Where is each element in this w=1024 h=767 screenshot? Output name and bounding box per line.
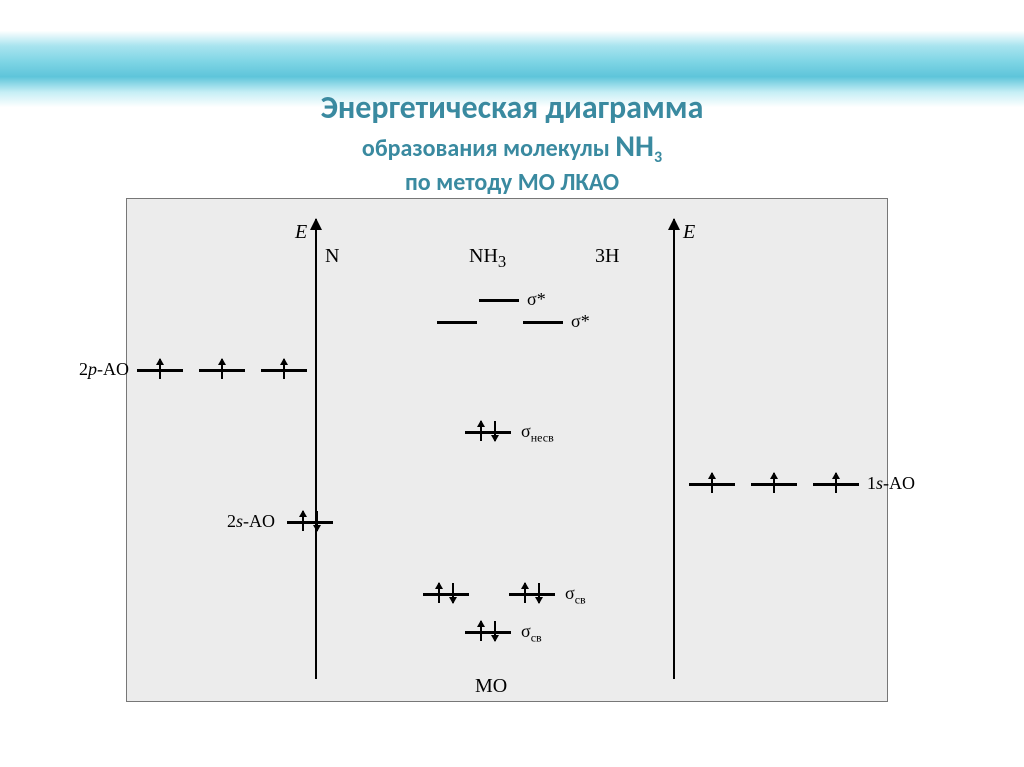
orbital-label-s1_ao: 1s-AO (867, 473, 915, 494)
level-sigma_star_pair-0 (437, 321, 477, 324)
electron-up-arrow (221, 359, 223, 379)
level-sigma_sv_pair-1 (509, 593, 555, 596)
orbital-label-sigma_sv_bottom: σсв (521, 621, 542, 646)
title-line1: Энергетическая диаграмма (0, 88, 1024, 128)
mo-bottom-label: MO (475, 675, 507, 698)
electron-up-arrow (773, 473, 775, 493)
level-s1_ao-0 (689, 483, 735, 486)
orbital-label-sigma_star_top: σ* (527, 289, 546, 310)
orbital-label-p2_ao: 2p-AO (79, 359, 129, 380)
electron-up-arrow (480, 621, 482, 641)
level-p2_ao-2 (261, 369, 307, 372)
title-line2: образования молекулы NH3 (0, 128, 1024, 168)
column-label-N: N (325, 245, 339, 268)
level-p2_ao-0 (137, 369, 183, 372)
electron-down-arrow (494, 421, 496, 441)
title-line3: по методу МО ЛКАО (0, 168, 1024, 198)
title-block: Энергетическая диаграмма образования мол… (0, 0, 1024, 198)
mo-diagram-inner: E E N NH3 3H MO 2p-AO2s-AOσ*σ*σнесвσсвσс… (127, 199, 887, 701)
energy-axis-left-label: E (295, 221, 307, 244)
title-formula: NH (615, 128, 654, 165)
electron-up-arrow (283, 359, 285, 379)
electron-up-arrow (438, 583, 440, 603)
orbital-label-s2_ao: 2s-AO (227, 511, 275, 532)
electron-up-arrow (835, 473, 837, 493)
mo-diagram: E E N NH3 3H MO 2p-AO2s-AOσ*σ*σнесвσсвσс… (126, 198, 888, 702)
energy-axis-right-label: E (683, 221, 695, 244)
orbital-label-sigma_star_pair: σ* (571, 311, 590, 332)
electron-down-arrow (452, 583, 454, 603)
level-s1_ao-1 (751, 483, 797, 486)
electron-up-arrow (711, 473, 713, 493)
electron-down-arrow (316, 511, 318, 531)
electron-up-arrow (480, 421, 482, 441)
orbital-label-sigma_nesv: σнесв (521, 421, 554, 446)
title-line2-pre: образования молекулы (362, 134, 615, 163)
level-p2_ao-1 (199, 369, 245, 372)
level-sigma_nesv-0 (465, 431, 511, 434)
electron-up-arrow (159, 359, 161, 379)
column-label-NH3-text: NH (469, 245, 498, 267)
level-s1_ao-2 (813, 483, 859, 486)
column-label-NH3: NH3 (469, 245, 506, 272)
column-label-3H: 3H (595, 245, 619, 268)
electron-down-arrow (494, 621, 496, 641)
column-label-NH3-sub: 3 (498, 252, 506, 271)
orbital-label-sigma_sv_pair: σсв (565, 583, 586, 608)
energy-axis-left (315, 219, 317, 679)
level-sigma_sv_pair-0 (423, 593, 469, 596)
title-formula-sub: 3 (654, 148, 662, 167)
electron-up-arrow (302, 511, 304, 531)
level-sigma_star_top-0 (479, 299, 519, 302)
electron-down-arrow (538, 583, 540, 603)
level-sigma_sv_bottom-0 (465, 631, 511, 634)
level-sigma_star_pair-1 (523, 321, 563, 324)
electron-up-arrow (524, 583, 526, 603)
slide: Энергетическая диаграмма образования мол… (0, 0, 1024, 767)
level-s2_ao-0 (287, 521, 333, 524)
energy-axis-right (673, 219, 675, 679)
